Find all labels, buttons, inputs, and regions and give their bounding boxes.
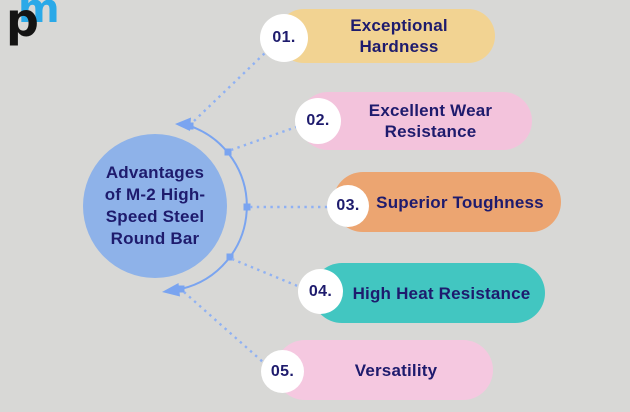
advantage-label-line: Excellent Wear bbox=[368, 101, 493, 120]
advantage-label-line: Exceptional bbox=[350, 16, 448, 35]
logo-letter-p: p bbox=[6, 0, 39, 47]
advantage-label-3: Superior Toughness bbox=[376, 192, 544, 213]
arc-node bbox=[226, 253, 234, 261]
advantage-pill-1: Exceptional Hardness bbox=[277, 9, 495, 63]
dotted-connector-1 bbox=[193, 50, 268, 122]
central-title-line: Speed Steel bbox=[105, 207, 205, 226]
advantage-label-line: Versatility bbox=[354, 360, 438, 380]
central-title-line: Advantages bbox=[105, 163, 205, 182]
step-number-text: 05. bbox=[270, 362, 295, 380]
dotted-connector-2 bbox=[230, 124, 300, 152]
dotted-connector-4 bbox=[231, 257, 301, 289]
arc-node bbox=[186, 122, 194, 130]
arc-node bbox=[243, 203, 251, 211]
advantage-label-4: High Heat Resistance bbox=[353, 283, 531, 304]
advantage-pill-5: Versatility bbox=[275, 340, 493, 400]
advantage-pill-3: Superior Toughness bbox=[333, 172, 561, 232]
step-number-badge-4: 04. bbox=[298, 269, 343, 314]
arrowhead-bottom-icon bbox=[162, 283, 180, 297]
advantage-pill-4: High Heat Resistance bbox=[312, 263, 545, 323]
step-number-text: 01. bbox=[272, 29, 296, 46]
central-topic-circle: Advantages of M-2 High- Speed Steel Roun… bbox=[83, 134, 227, 278]
logo-letter-m: m bbox=[18, 0, 60, 32]
step-number-badge-2: 02. bbox=[295, 98, 341, 144]
step-number-text: 02. bbox=[306, 112, 330, 129]
dotted-connector-5 bbox=[183, 291, 265, 364]
arc-node bbox=[224, 148, 232, 156]
central-title-line: of M-2 High- bbox=[104, 185, 206, 204]
advantage-label-line: High Heat Resistance bbox=[352, 283, 531, 303]
advantage-label-2: Excellent Wear Resistance bbox=[369, 100, 492, 142]
advantage-label-line: Hardness bbox=[359, 37, 439, 56]
advantage-label-1: Exceptional Hardness bbox=[350, 15, 448, 57]
brand-logo: m p bbox=[6, 0, 70, 64]
advantage-label-line: Resistance bbox=[384, 122, 477, 141]
step-number-badge-5: 05. bbox=[261, 350, 304, 393]
advantage-label-5: Versatility bbox=[355, 360, 438, 381]
step-number-badge-3: 03. bbox=[327, 185, 369, 227]
arc-node bbox=[177, 285, 185, 293]
step-number-text: 03. bbox=[336, 197, 360, 214]
step-number-text: 04. bbox=[308, 282, 333, 300]
connector-arc bbox=[180, 125, 248, 290]
central-title-line: Round Bar bbox=[110, 229, 200, 248]
step-number-badge-1: 01. bbox=[260, 14, 308, 62]
advantage-label-line: Superior Toughness bbox=[376, 192, 544, 212]
